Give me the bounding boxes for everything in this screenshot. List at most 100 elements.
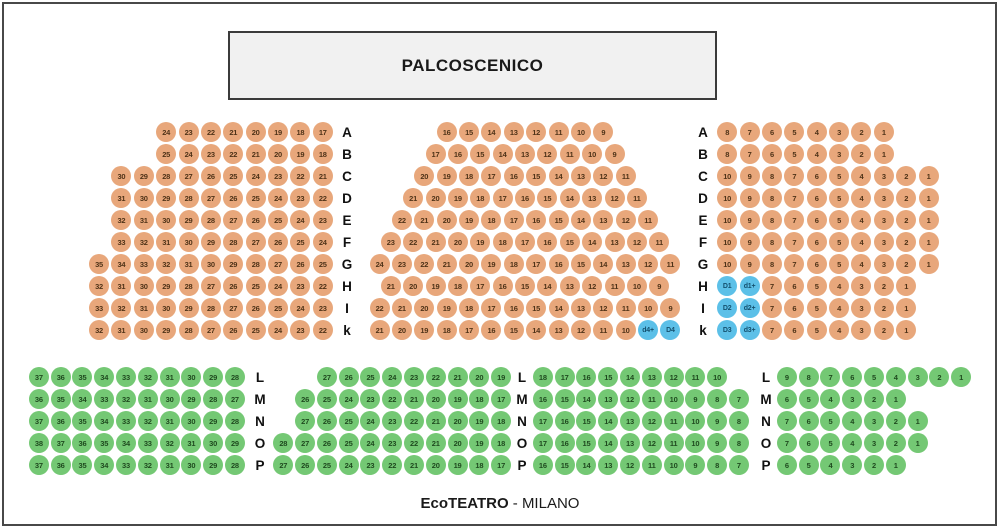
seat[interactable]: 6 [776,455,797,475]
seat[interactable]: 24 [338,389,359,409]
seat[interactable]: 9 [660,298,681,318]
seat[interactable]: 16 [503,298,524,318]
seat[interactable]: 18 [459,166,480,186]
seat[interactable]: 18 [491,411,512,431]
seat[interactable]: 3 [829,122,850,142]
seat[interactable]: 6 [806,232,827,252]
seat[interactable]: 15 [503,320,524,340]
seat[interactable]: 20 [469,367,490,387]
seat[interactable]: 26 [316,433,337,453]
seat[interactable]: 6 [761,122,782,142]
seat[interactable]: 32 [137,367,158,387]
seat[interactable]: 7 [739,144,760,164]
seat[interactable]: 30 [181,367,202,387]
seat[interactable]: 29 [133,166,154,186]
accessible-seat[interactable]: D3 [717,320,738,340]
seat[interactable]: 36 [50,411,71,431]
seat[interactable]: 15 [570,254,591,274]
seat[interactable]: 20 [414,166,435,186]
seat[interactable]: 8 [717,122,738,142]
seat[interactable]: 26 [268,232,289,252]
seat[interactable]: 1 [873,122,894,142]
seat[interactable]: 28 [224,455,245,475]
seat[interactable]: 13 [559,276,580,296]
seat[interactable]: 25 [245,276,266,296]
seat[interactable]: 10 [638,298,659,318]
seat[interactable]: 31 [111,188,132,208]
seat[interactable]: 4 [829,298,850,318]
seat[interactable]: 29 [203,411,224,431]
seat[interactable]: 4 [842,411,863,431]
seat[interactable]: 13 [515,144,535,164]
seat[interactable]: 33 [89,298,110,318]
seat[interactable]: 7 [761,276,782,296]
seat[interactable]: 13 [615,254,636,274]
seat[interactable]: 21 [403,188,424,208]
seat[interactable]: 20 [425,188,446,208]
seat[interactable]: 11 [604,276,625,296]
seat[interactable]: 31 [133,298,154,318]
seat[interactable]: 35 [72,367,93,387]
seat[interactable]: 1 [885,455,906,475]
seat[interactable]: 15 [526,166,547,186]
seat[interactable]: 12 [526,122,547,142]
seat[interactable]: 3 [829,144,850,164]
seat[interactable]: 1 [918,166,939,186]
seat[interactable]: 24 [290,298,311,318]
seat[interactable]: 19 [491,367,512,387]
seat[interactable]: 29 [156,276,177,296]
seat[interactable]: 19 [436,298,457,318]
seat[interactable]: 12 [604,188,625,208]
seat[interactable]: 32 [111,298,132,318]
seat[interactable]: 19 [414,320,435,340]
seat[interactable]: 14 [548,166,569,186]
seat[interactable]: 22 [403,433,424,453]
seat[interactable]: 29 [178,298,199,318]
seat[interactable]: 1 [907,433,928,453]
seat[interactable]: 35 [50,389,71,409]
seat[interactable]: 2 [896,210,917,230]
seat[interactable]: 10 [570,122,591,142]
seat[interactable]: 7 [761,320,782,340]
seat[interactable]: 2 [873,320,894,340]
seat[interactable]: 28 [224,367,245,387]
seat[interactable]: 11 [615,166,636,186]
seat[interactable]: 20 [447,232,468,252]
seat[interactable]: 13 [570,298,591,318]
seat[interactable]: 18 [459,298,480,318]
seat[interactable]: 22 [200,122,221,142]
seat[interactable]: 23 [312,298,333,318]
seat[interactable]: 4 [820,389,841,409]
seat[interactable]: 27 [200,320,221,340]
seat[interactable]: 20 [447,411,468,431]
seat[interactable]: 1 [918,210,939,230]
seat[interactable]: 18 [532,367,553,387]
seat[interactable]: 8 [761,166,782,186]
seat[interactable]: 19 [268,122,289,142]
seat[interactable]: 16 [554,433,575,453]
seat[interactable]: 14 [548,298,569,318]
seat[interactable]: 1 [896,298,917,318]
accessible-seat[interactable]: d2+ [739,298,760,318]
seat[interactable]: 21 [245,144,266,164]
seat[interactable]: 6 [806,210,827,230]
seat[interactable]: 4 [851,232,872,252]
seat[interactable]: 30 [111,166,132,186]
seat[interactable]: 25 [245,320,266,340]
seat[interactable]: 6 [776,389,797,409]
seat[interactable]: 17 [481,166,502,186]
seat[interactable]: 22 [403,411,424,431]
seat[interactable]: 12 [620,455,641,475]
seat[interactable]: 21 [380,276,401,296]
accessible-seat[interactable]: d4+ [638,320,659,340]
seat[interactable]: 7 [784,210,805,230]
seat[interactable]: 13 [620,433,641,453]
seat[interactable]: 15 [470,144,491,164]
seat[interactable]: 23 [403,367,424,387]
seat[interactable]: 2 [896,166,917,186]
seat[interactable]: 20 [459,254,480,274]
seat[interactable]: 26 [290,254,311,274]
seat[interactable]: 11 [548,122,569,142]
seat[interactable]: 8 [761,210,782,230]
seat[interactable]: 22 [290,166,311,186]
